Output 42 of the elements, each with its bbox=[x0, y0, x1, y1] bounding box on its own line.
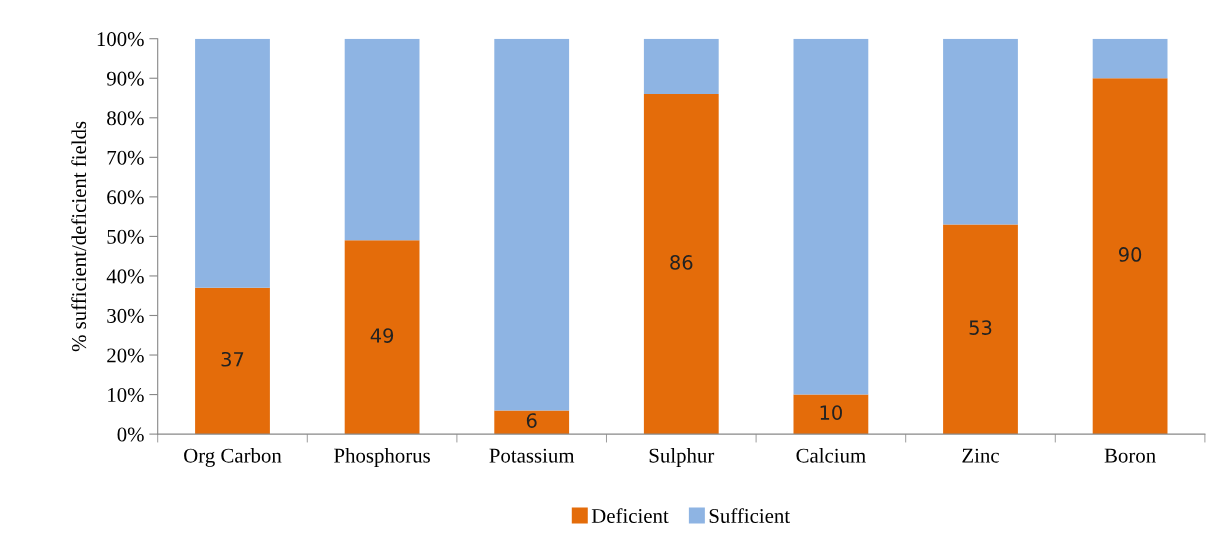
legend-label: Sufficient bbox=[709, 508, 790, 523]
data-label: 6 bbox=[526, 413, 537, 428]
bar bbox=[1092, 78, 1168, 435]
y-tick-label: 0% bbox=[117, 427, 144, 442]
data-label: 49 bbox=[370, 328, 394, 343]
x-tick-label: Phosphorus bbox=[334, 447, 430, 467]
bar bbox=[643, 38, 719, 95]
y-tick-label: 40% bbox=[106, 269, 144, 284]
x-tick-label: Org Carbon bbox=[184, 447, 282, 467]
legend-label: Deficient bbox=[591, 508, 669, 523]
y-tick-label: 80% bbox=[107, 111, 144, 126]
x-tick-label: Calcium bbox=[796, 447, 866, 463]
data-label: 10 bbox=[820, 405, 842, 420]
x-tick-label: Sulphur bbox=[649, 447, 715, 467]
bar bbox=[195, 38, 270, 288]
bar bbox=[943, 224, 1018, 435]
bar bbox=[943, 38, 1018, 225]
y-tick-label: 20% bbox=[107, 348, 144, 363]
bar bbox=[494, 410, 570, 435]
bar bbox=[793, 394, 869, 435]
bar bbox=[643, 94, 719, 435]
data-label: 37 bbox=[221, 351, 244, 367]
bar bbox=[195, 287, 270, 435]
x-tick-label: Boron bbox=[1104, 448, 1156, 463]
data-label: 53 bbox=[969, 320, 992, 335]
y-tick-label: 90% bbox=[106, 71, 144, 86]
data-label: 86 bbox=[670, 255, 693, 270]
bar bbox=[1092, 38, 1168, 79]
bar bbox=[793, 38, 869, 395]
bar bbox=[344, 38, 420, 241]
x-tick-label: Zinc bbox=[962, 448, 999, 463]
y-tick-label: 100% bbox=[97, 32, 144, 47]
x-tick-label: Potassium bbox=[489, 448, 575, 463]
data-label: 90 bbox=[1118, 247, 1142, 262]
y-tick-label: 30% bbox=[107, 308, 144, 323]
bar bbox=[494, 38, 570, 411]
y-tick-label: 70% bbox=[107, 150, 144, 165]
bar bbox=[344, 240, 420, 435]
y-axis-title: % sufficient/deficient fields bbox=[71, 121, 87, 352]
y-tick-label: 50% bbox=[107, 229, 144, 244]
y-tick-label: 60% bbox=[107, 190, 144, 205]
y-tick-label: 10% bbox=[108, 387, 144, 403]
